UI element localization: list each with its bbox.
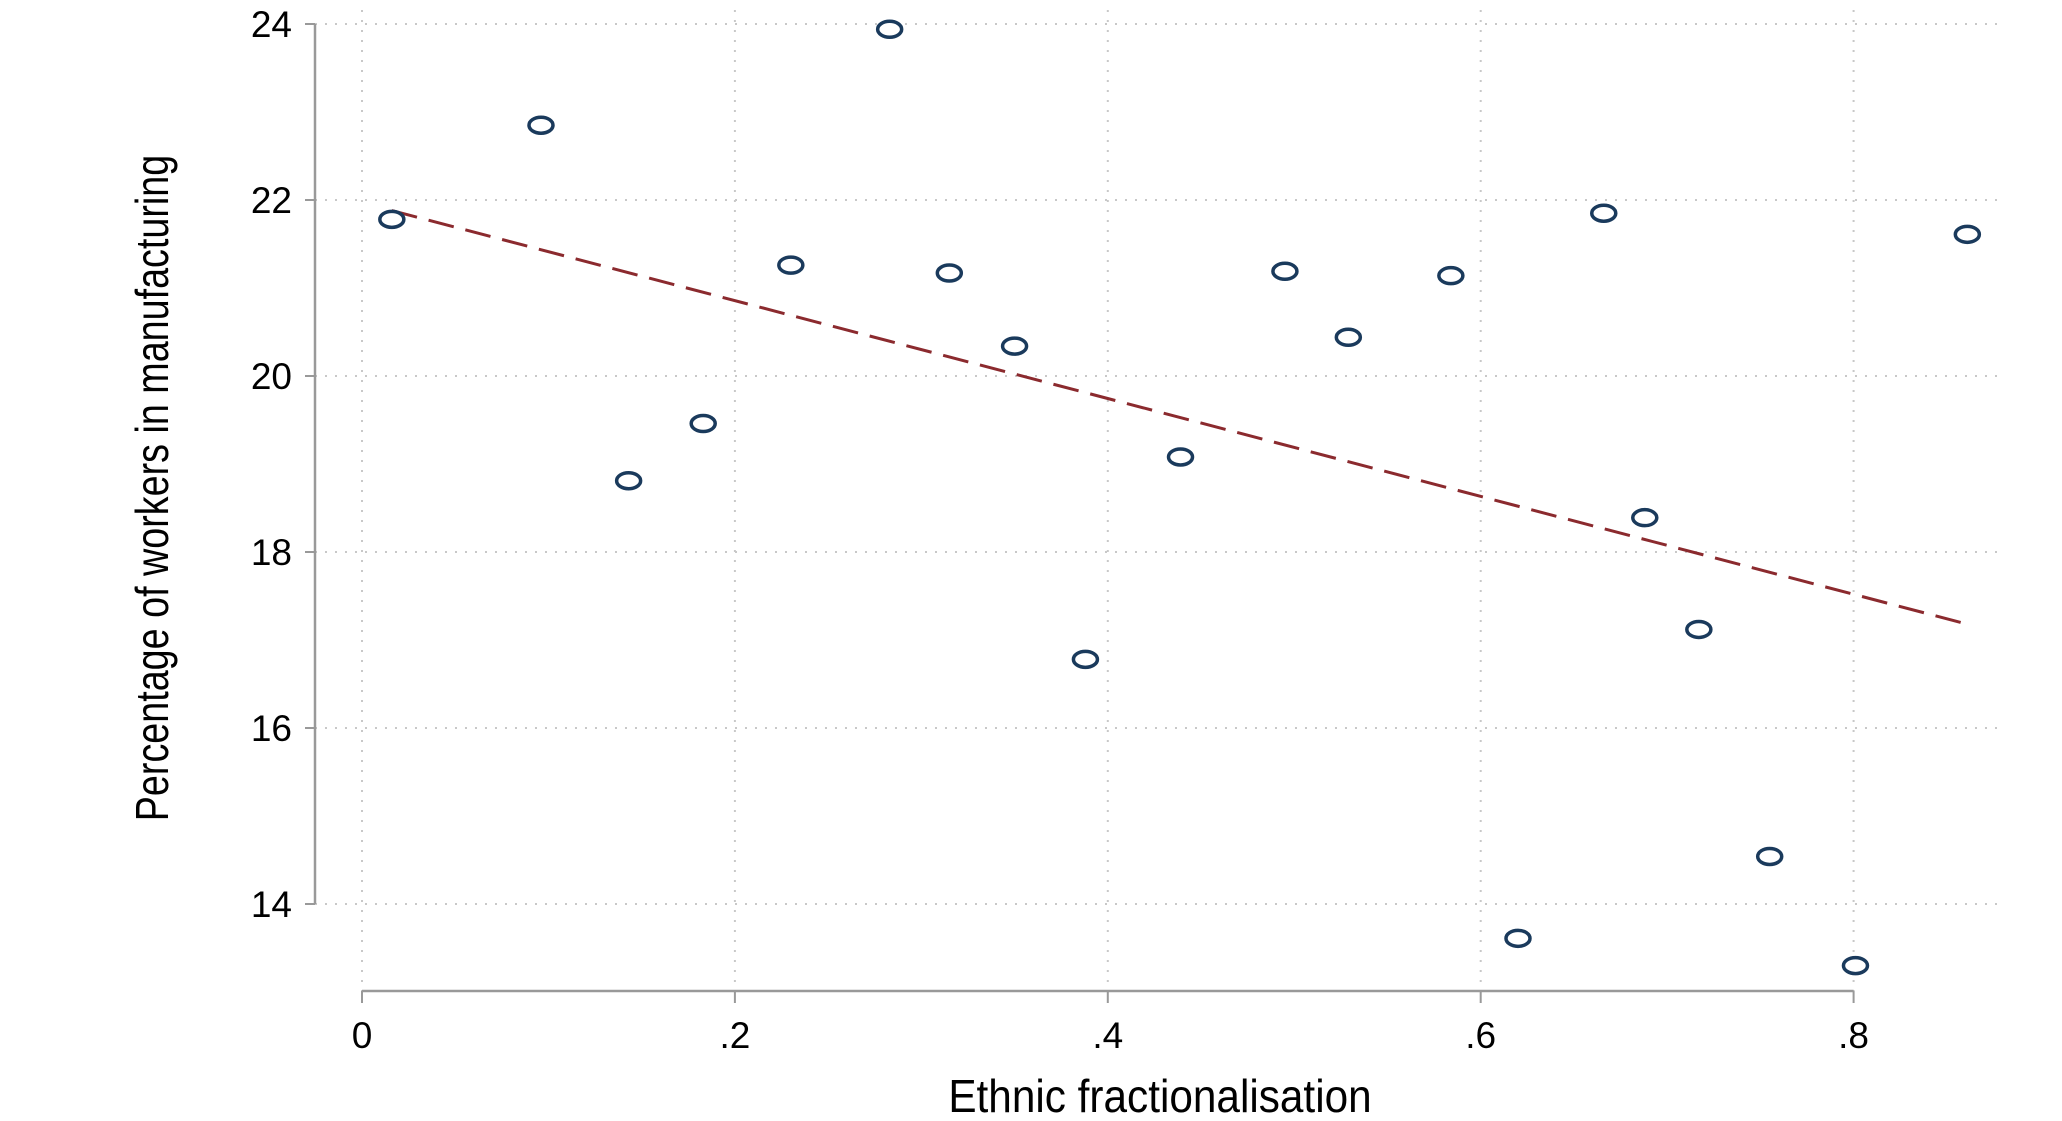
data-point (527, 115, 555, 135)
data-point (935, 263, 964, 283)
data-point (1685, 619, 1713, 640)
x-tick-label: 0 (352, 1015, 373, 1056)
axes (305, 23, 1855, 1003)
data-point (1437, 265, 1465, 286)
y-tick-label: 24 (251, 4, 292, 45)
data-point (875, 19, 904, 40)
data-point (1334, 327, 1363, 348)
data-marks (378, 19, 1982, 976)
y-tick-label: 18 (251, 532, 292, 573)
tick-labels: 14 16 18 20 22 24 0 .2 .4 .6 .8 (251, 4, 1869, 1056)
data-point (378, 209, 406, 230)
data-point (689, 413, 717, 434)
y-tick-label: 20 (251, 356, 292, 397)
data-point (1755, 846, 1784, 867)
data-point (777, 255, 805, 275)
data-point (614, 470, 643, 491)
data-point (1953, 224, 1982, 245)
data-point (1271, 261, 1299, 282)
data-point (1631, 507, 1659, 528)
fitted-line (391, 209, 1968, 626)
data-point (1590, 203, 1618, 223)
y-tick-label: 22 (251, 180, 292, 221)
data-point (1071, 649, 1100, 670)
x-tick-label: .6 (1465, 1015, 1496, 1056)
grid (315, 10, 2002, 991)
x-tick-label: .8 (1838, 1015, 1869, 1056)
y-tick-label: 16 (251, 708, 292, 749)
y-tick-label: 14 (251, 884, 292, 925)
x-tick-label: .2 (719, 1015, 750, 1056)
data-point (1841, 955, 1870, 976)
x-axis-title: Ethnic fractionalisation (948, 1071, 1371, 1121)
data-point (1000, 336, 1029, 356)
data-point (1504, 928, 1532, 949)
y-axis-title: Percentage of workers in manufacturing (126, 155, 177, 821)
x-tick-label: .4 (1092, 1015, 1123, 1056)
data-point (1166, 447, 1195, 467)
